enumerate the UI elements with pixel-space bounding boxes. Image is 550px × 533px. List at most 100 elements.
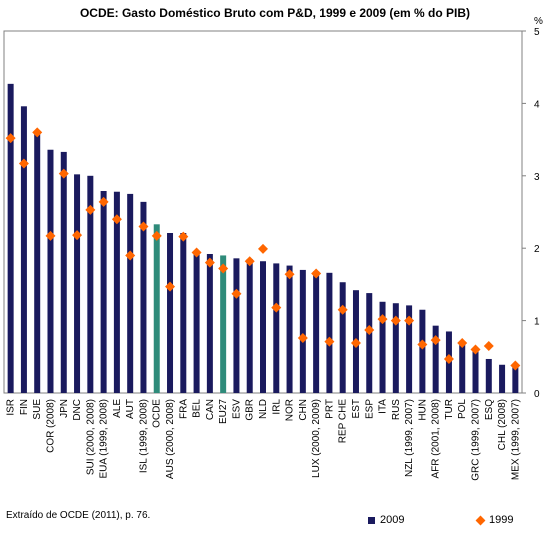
marker-1999	[125, 250, 136, 261]
bar-2009	[74, 174, 81, 393]
x-tick-label: ESP	[364, 399, 375, 419]
bar-2009	[459, 343, 466, 393]
bar-2009	[140, 201, 147, 393]
bar-2009	[113, 191, 120, 393]
y-tick-label: 3	[534, 172, 540, 183]
x-tick-label: BEL	[192, 399, 203, 418]
marker-1999	[18, 158, 29, 169]
bar-2009	[313, 271, 320, 393]
x-tick-label: NLD	[258, 399, 269, 419]
marker-1999	[85, 204, 96, 215]
x-tick-label: NOR	[285, 399, 296, 421]
y-axis: 0 1 2 3 4 5%	[522, 16, 543, 400]
marker-1999	[165, 281, 176, 292]
x-tick-label: PRT	[324, 399, 335, 419]
marker-1999	[417, 339, 428, 350]
marker-1999	[470, 344, 481, 355]
x-tick-label: CAN	[205, 399, 216, 420]
bar-2009	[273, 263, 280, 393]
x-tick-label: LUX (2000, 2009)	[311, 399, 322, 478]
bar-2009	[366, 293, 373, 393]
bar-2009	[379, 301, 386, 393]
marker-1999	[58, 168, 69, 179]
marker-1999	[138, 221, 149, 232]
bar-2009	[326, 272, 333, 393]
x-tick-label: EUA (1999, 2008)	[99, 399, 110, 479]
bar-2009	[206, 253, 213, 393]
legend-label-diamond: 1999	[489, 514, 514, 526]
marker-1999	[284, 269, 295, 280]
x-tick-label: ISR	[6, 399, 17, 416]
x-tick-label: GRC (1999, 2007)	[471, 399, 482, 481]
x-tick-label: CHL (2008)	[497, 399, 508, 450]
marker-1999	[364, 325, 375, 336]
marker-1999	[111, 214, 122, 225]
chart-title: OCDE: Gasto Doméstico Bruto com P&D, 199…	[79, 6, 471, 20]
marker-1999	[32, 127, 43, 138]
bar-2009	[286, 265, 293, 393]
marker-1999	[204, 257, 215, 268]
x-tick-label: EU27	[218, 399, 229, 424]
bar-2009	[153, 224, 160, 393]
x-tick-label: COR (2008)	[45, 399, 56, 453]
bar-2009	[499, 364, 506, 393]
x-tick-label: TUR	[444, 399, 455, 420]
bar-2009	[7, 83, 14, 394]
bar-2009	[485, 358, 492, 393]
y-tick-label: 0	[534, 389, 540, 400]
x-tick-label: ESQ	[484, 399, 495, 420]
x-tick-label: REP CHE	[338, 399, 349, 444]
y-tick-label: 5	[534, 27, 540, 38]
y-tick-label: 4	[534, 99, 540, 110]
marker-1999	[311, 268, 322, 279]
bar-2009	[193, 251, 200, 393]
bar-2009	[20, 106, 27, 394]
x-tick-label: AUT	[125, 399, 136, 419]
marker-1999	[297, 332, 308, 343]
x-tick-label: OCDE	[152, 399, 163, 428]
x-tick-label: IRL	[271, 399, 282, 415]
marker-1999	[98, 196, 109, 207]
x-tick-label: NZL (1999, 2007)	[404, 399, 415, 477]
x-tick-label: SUI (2000, 2008)	[85, 399, 96, 475]
bar-2009	[167, 232, 174, 393]
bar-2009	[60, 151, 67, 393]
x-tick-label: EST	[351, 399, 362, 418]
bar-2009	[34, 130, 41, 394]
bar-2009	[432, 325, 439, 393]
bar-2009	[406, 305, 413, 393]
bar-2009	[233, 258, 240, 393]
x-tick-label: AFR (2001, 2008)	[431, 399, 442, 479]
x-tick-label: CHN	[298, 399, 309, 421]
marker-1999	[72, 230, 83, 241]
bar-2009	[127, 193, 134, 393]
x-tick-label: GBR	[245, 399, 256, 421]
marker-1999	[244, 256, 255, 267]
bar-2009	[180, 232, 187, 393]
marker-1999	[5, 133, 16, 144]
marker-1999	[377, 314, 388, 325]
bar-2009	[100, 191, 107, 393]
marker-1999	[324, 336, 335, 347]
marker-1999	[443, 353, 454, 364]
x-axis-labels: ISR FIN SUE COR (2008) JPN DNC SUI (2000, 2008…	[6, 399, 522, 481]
x-tick-label: POL	[457, 399, 468, 419]
marker-1999	[45, 230, 56, 241]
marker-1999	[191, 247, 202, 258]
x-tick-label: AUS (2000, 2008)	[165, 399, 176, 479]
marker-1999	[510, 360, 521, 371]
bar-2009	[47, 149, 54, 393]
x-tick-label: JPN	[59, 399, 70, 418]
legend-bar-swatch	[368, 517, 375, 524]
marker-1999	[350, 338, 361, 349]
x-tick-label: ALE	[112, 399, 123, 418]
marker-1999	[258, 243, 268, 254]
y-tick-label: 2	[534, 244, 540, 255]
marker-1999	[218, 263, 229, 274]
marker-1999	[178, 231, 189, 242]
bar-2009	[246, 259, 253, 393]
bar-2009	[472, 351, 479, 393]
y-axis-label: %	[534, 16, 543, 27]
bar-2009	[512, 366, 519, 393]
